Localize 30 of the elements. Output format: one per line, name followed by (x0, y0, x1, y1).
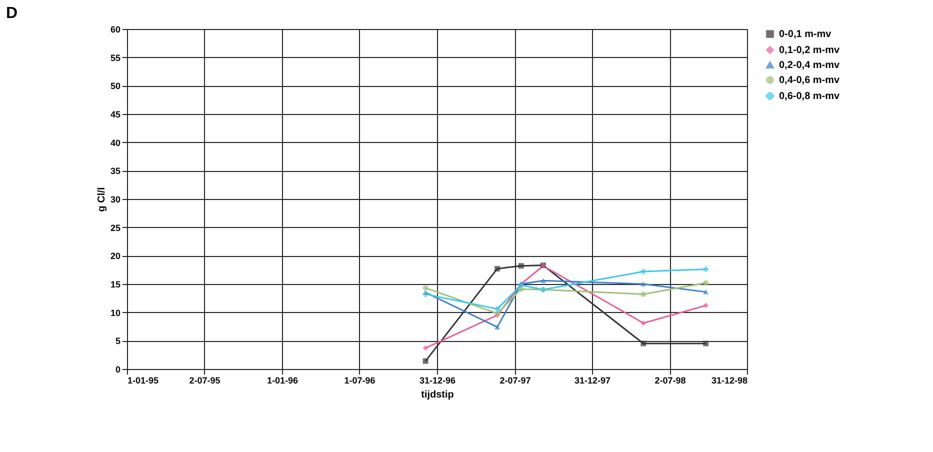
legend-label: 0,1-0,2 m-mv (779, 45, 840, 56)
y-tick-label: 10 (110, 308, 120, 318)
x-tick-label: 2-07-97 (500, 376, 531, 386)
x-tick-label: 2-07-98 (654, 376, 686, 386)
y-tick-label: 60 (110, 24, 120, 34)
y-tick-label: 25 (110, 222, 120, 233)
y-tick-label: 5 (115, 336, 120, 346)
y-tick-label: 40 (110, 138, 120, 148)
y-tick-label: 45 (110, 110, 120, 120)
y-tick-label: 0 (115, 364, 120, 374)
x-tick-label: 1-01-95 (128, 376, 159, 386)
x-tick-label: 2-07-95 (189, 376, 220, 386)
y-axis-title: g Cl/l (96, 187, 108, 212)
legend-label: 0,6-0,8 m-mv (779, 91, 840, 102)
y-tick-label: 20 (110, 251, 120, 262)
x-axis-title: tijdstip (421, 390, 454, 400)
y-tick-label: 55 (110, 52, 120, 63)
x-tick-label: 31-12-96 (419, 376, 456, 386)
x-tick-label: 31-12-97 (574, 376, 611, 386)
legend-label: 0-0,1 m-mv (779, 29, 832, 40)
y-tick-label: 15 (110, 280, 120, 290)
y-tick-label: 50 (110, 81, 120, 92)
chart-title: D (6, 5, 18, 22)
x-tick-label: 1-01-96 (266, 376, 298, 386)
x-tick-label: 1-07-96 (344, 376, 376, 386)
legend-label: 0,4-0,6 m-mv (779, 75, 840, 86)
x-tick-label: 31-12-98 (711, 376, 748, 386)
y-tick-label: 30 (110, 194, 120, 204)
legend-label: 0,2-0,4 m-mv (779, 60, 840, 71)
y-tick-label: 35 (110, 166, 120, 176)
